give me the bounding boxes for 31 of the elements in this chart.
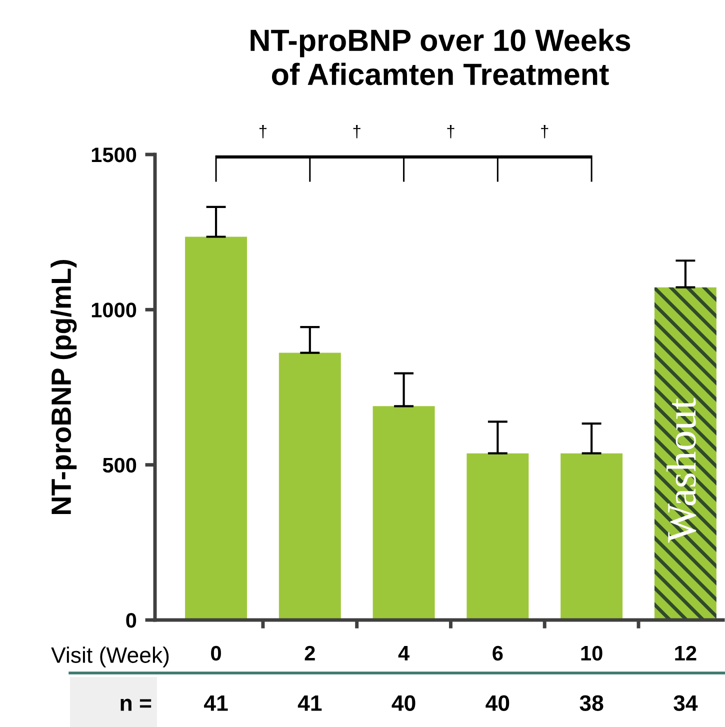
text: 38: [580, 695, 604, 711]
x-tick-label: 12: [675, 646, 696, 660]
x-tick-label: 6: [492, 646, 503, 661]
y-tick-label: 0: [126, 613, 136, 628]
x-tick-label: 10: [581, 646, 602, 661]
y-tick-label: 500: [102, 458, 136, 473]
bar: [278, 352, 341, 620]
text: 40: [392, 695, 416, 711]
text: †: [541, 125, 548, 138]
chart-title: NT-proBNP over 10 Weeks of Aficamten Treatment: [250, 28, 630, 86]
text: †: [447, 125, 454, 138]
text: †: [353, 125, 360, 138]
text: 41: [298, 695, 322, 711]
y-tick-label: 1500: [92, 148, 136, 162]
text: 41: [204, 695, 228, 711]
x-axis-title: Visit (Week): [51, 646, 169, 668]
x-tick-label: 4: [398, 646, 410, 660]
bar: [654, 287, 716, 620]
y-tick-label: 1000: [92, 302, 136, 318]
y-axis-title: NT-proBNP (pg/mL): [50, 260, 77, 514]
text: 34: [674, 695, 698, 711]
text: †: [259, 125, 266, 138]
x-tick-label: 2: [304, 646, 315, 660]
text: n =: [120, 698, 152, 711]
text: 40: [486, 695, 510, 711]
bar: [466, 453, 529, 620]
bar: [372, 406, 435, 620]
annotation: Washout: [666, 398, 696, 543]
x-tick-label: 0: [211, 646, 221, 661]
bar: [560, 453, 623, 620]
bar: [185, 236, 248, 620]
